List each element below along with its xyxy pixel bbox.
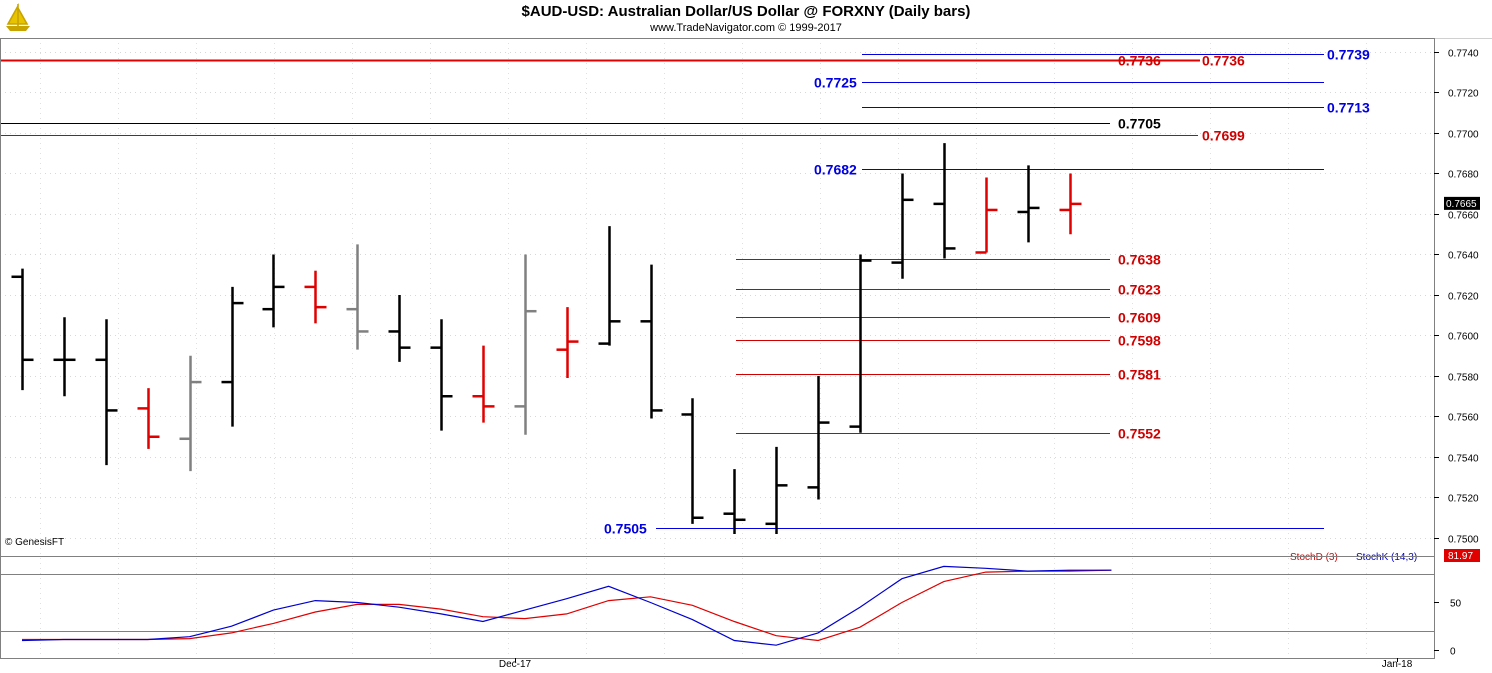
level-label: 0.7581 [1118,367,1161,383]
level-label: 0.7725 [814,75,857,91]
last-price-label: 0.7665 [1446,199,1477,210]
y-tick-label: 0.7700 [1448,130,1479,141]
level-label: 0.7505 [604,521,647,537]
y-tick-label: 0.7660 [1448,211,1479,222]
level-label: 0.7638 [1118,252,1161,268]
stoch-last-label: 81.97 [1448,551,1473,562]
level-label: 0.7682 [814,162,857,178]
y-tick-label: 0.7720 [1448,89,1479,100]
y-tick-label: 0.7500 [1448,535,1479,546]
chart-header: $AUD-USD: Australian Dollar/US Dollar @ … [0,0,1492,39]
price-levels: 0.7736 0.7736 0.7739 0.7725 0.7713 0.7705 0.76… [0,47,1370,537]
level-label: 0.7598 [1118,333,1161,349]
sailboat-icon [6,2,30,31]
ohlc-bars [11,143,1082,534]
stoch-y-tick-label: 0 [1450,647,1456,658]
copyright-label: © GenesisFT [5,537,65,548]
y-tick-label: 0.7580 [1448,373,1479,384]
level-label: 0.7736 [1118,53,1161,69]
level-label: 0.7736 [1202,53,1245,69]
level-label: 0.7705 [1118,116,1161,132]
x-tick-label: Jan-18 [1382,659,1413,670]
level-label: 0.7552 [1118,426,1161,442]
stoch-k-legend: StochK (14,3) [1356,552,1417,563]
level-label: 0.7623 [1118,282,1161,298]
y-tick-label: 0.7600 [1448,332,1479,343]
y-tick-label: 0.7620 [1448,292,1479,303]
stoch-k-line [21,565,1112,646]
level-label: 0.7699 [1202,128,1245,144]
y-tick-label: 0.7640 [1448,251,1479,262]
y-tick-label: 0.7560 [1448,413,1479,424]
level-label: 0.7713 [1327,100,1370,116]
level-label: 0.7739 [1327,47,1370,63]
stochastic-panel: StochD (3) StochK (14,3) [0,552,1434,646]
plot-frame [0,38,1435,659]
y-tick-label: 0.7740 [1448,49,1479,60]
chart-title: $AUD-USD: Australian Dollar/US Dollar @ … [521,3,971,20]
y-tick-label: 0.7540 [1448,454,1479,465]
stoch-y-tick-label: 50 [1450,599,1462,610]
y-tick-label: 0.7680 [1448,170,1479,181]
grid-lines [0,38,1434,658]
stoch-d-legend: StochD (3) [1290,552,1338,563]
last-price-box [1444,196,1480,210]
stoch-d-line [22,569,1112,642]
level-label: 0.7609 [1118,310,1161,326]
axes: 0.7500 0.7520 0.7540 0.7560 0.7580 0.7600 0.76… [0,38,1480,670]
y-tick-label: 0.7520 [1448,494,1479,505]
x-tick-label: Dec-17 [499,659,532,670]
stoch-last-box [1444,549,1480,562]
chart-subtitle: www.TradeNavigator.com © 1999-2017 [650,22,842,34]
